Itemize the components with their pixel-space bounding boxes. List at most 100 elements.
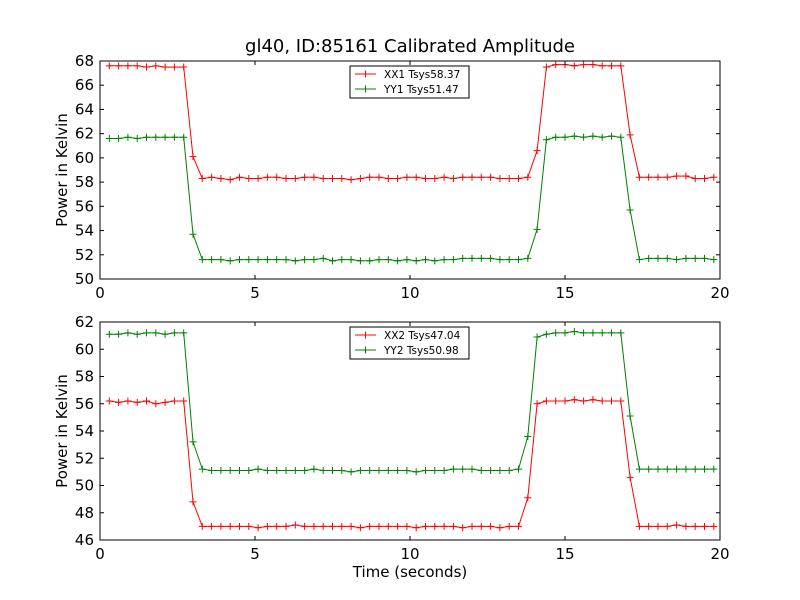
- legend: XX1 Tsys58.37 YY1 Tsys51.47: [349, 65, 470, 99]
- data-point-marker: [384, 256, 392, 264]
- y-tick-label: 64: [75, 100, 94, 118]
- data-point-marker: [384, 174, 392, 182]
- data-point-marker: [468, 173, 476, 181]
- data-point-marker: [245, 174, 253, 182]
- data-point-marker: [589, 329, 597, 337]
- data-point-marker: [152, 329, 160, 337]
- data-point-marker: [198, 174, 206, 182]
- data-point-marker: [440, 173, 448, 181]
- data-point-marker: [617, 62, 625, 70]
- data-point-marker: [533, 147, 541, 155]
- data-point-marker: [366, 257, 374, 265]
- data-point-marker: [217, 174, 225, 182]
- data-point-marker: [459, 524, 467, 532]
- data-point-marker: [673, 256, 681, 264]
- data-point-marker: [208, 173, 216, 181]
- data-point-marker: [515, 256, 522, 264]
- data-point-marker: [515, 522, 522, 530]
- data-point-marker: [375, 173, 383, 181]
- data-point-marker: [533, 400, 541, 408]
- data-point-marker: [524, 173, 532, 181]
- data-point-marker: [301, 256, 309, 264]
- data-point-marker: [580, 397, 588, 405]
- data-point-marker: [654, 254, 662, 262]
- data-point-marker: [626, 412, 634, 420]
- data-point-marker: [487, 254, 495, 262]
- data-point-marker: [338, 467, 346, 475]
- data-point-marker: [347, 176, 355, 184]
- data-point-marker: [412, 524, 420, 532]
- data-point-marker: [254, 174, 262, 182]
- data-point-marker: [403, 173, 411, 181]
- data-point-marker: [329, 522, 336, 530]
- data-point-marker: [561, 329, 569, 337]
- data-point-marker: [161, 398, 169, 406]
- data-point-marker: [245, 256, 253, 264]
- data-point-marker: [459, 465, 467, 473]
- data-point-marker: [645, 173, 653, 181]
- data-point-marker: [319, 467, 327, 475]
- data-point-marker: [356, 524, 364, 532]
- data-point-marker: [440, 522, 448, 530]
- data-point-marker: [161, 330, 169, 338]
- y-tick-label: 50: [75, 477, 94, 495]
- data-point-marker: [617, 133, 625, 141]
- data-point-marker: [515, 465, 522, 473]
- data-point-marker: [431, 467, 439, 475]
- data-point-marker: [505, 256, 513, 264]
- data-point-marker: [105, 62, 113, 70]
- data-point-marker: [691, 465, 699, 473]
- data-point-marker: [161, 63, 169, 71]
- data-point-marker: [263, 522, 271, 530]
- data-point-marker: [319, 174, 327, 182]
- data-point-marker: [143, 63, 150, 71]
- data-point-marker: [319, 254, 327, 262]
- data-point-marker: [524, 254, 532, 262]
- bottom-plot-panel: 0 5 10 15 20 46 48 50 52 54 56 58 60 62 Power in Kelvi…: [53, 313, 730, 581]
- data-point-marker: [236, 522, 243, 530]
- data-point-marker: [580, 329, 588, 337]
- data-point-marker: [542, 63, 550, 71]
- legend-label: YY2 Tsys50.98: [383, 345, 459, 357]
- data-point-marker: [170, 397, 178, 405]
- data-point-marker: [710, 173, 718, 181]
- data-point-marker: [496, 256, 504, 264]
- data-point-marker: [347, 522, 355, 530]
- data-point-marker: [236, 173, 243, 181]
- data-point-marker: [422, 174, 429, 182]
- data-point-marker: [477, 467, 485, 475]
- data-point-marker: [347, 256, 355, 264]
- y-tick-label: 48: [75, 504, 94, 522]
- data-point-marker: [217, 522, 225, 530]
- y-tick-label: 50: [75, 270, 94, 288]
- data-point-marker: [124, 329, 132, 337]
- y-tick-label: 62: [75, 313, 94, 331]
- data-point-marker: [310, 173, 318, 181]
- data-point-marker: [245, 467, 253, 475]
- data-point-marker: [152, 400, 160, 408]
- data-point-marker: [691, 174, 699, 182]
- x-tick-label: 20: [710, 284, 729, 302]
- data-point-marker: [449, 174, 457, 182]
- data-point-marker: [198, 256, 206, 264]
- data-point-marker: [180, 133, 188, 141]
- legend-label: XX1 Tsys58.37: [384, 69, 460, 81]
- data-point-marker: [301, 173, 309, 181]
- data-point-marker: [180, 397, 188, 405]
- y-tick-label: 46: [75, 531, 94, 549]
- data-point-marker: [533, 333, 541, 341]
- data-point-marker: [263, 256, 271, 264]
- data-point-marker: [635, 173, 643, 181]
- data-point-marker: [254, 524, 262, 532]
- series-line-yy: [109, 135, 714, 262]
- data-point-marker: [394, 257, 402, 265]
- data-point-marker: [552, 133, 560, 141]
- data-point-marker: [496, 524, 504, 532]
- data-point-marker: [524, 494, 532, 502]
- data-point-marker: [124, 133, 132, 141]
- data-point-marker: [310, 465, 318, 473]
- x-tick-label: 20: [710, 545, 729, 563]
- data-point-marker: [143, 133, 150, 141]
- data-point-marker: [682, 465, 690, 473]
- data-point-marker: [133, 330, 141, 338]
